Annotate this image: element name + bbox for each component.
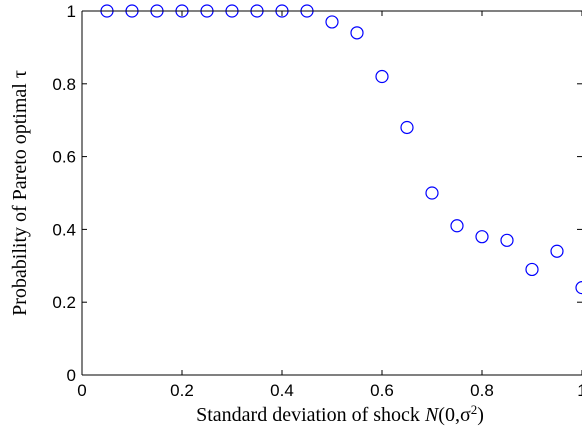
y-tick-label: 0.2: [52, 293, 76, 312]
data-point: [450, 219, 464, 233]
data-point: [550, 244, 564, 258]
x-axis-title-variable: N: [424, 404, 440, 426]
x-tick-label: 0.4: [270, 381, 294, 400]
data-point: [475, 230, 489, 244]
data-point: [425, 186, 439, 200]
data-point: [350, 26, 364, 40]
y-axis-title: Probability of Pareto optimal τ: [9, 70, 31, 316]
data-point: [525, 262, 539, 277]
y-axis-ticks: 0 0.2 0.4 0.6 0.8 1: [52, 2, 582, 385]
data-point: [375, 69, 389, 84]
x-tick-label: 0.8: [470, 381, 494, 400]
y-tick-label: 0: [67, 366, 76, 385]
plot-area: 0 0.2 0.4 0.6 0.8 1 0 0.2 0.4 0.6 0.8 1: [52, 2, 582, 400]
y-tick-label: 0.4: [52, 220, 76, 239]
y-axis-title-symbol: τ: [9, 70, 31, 78]
x-axis-title: Standard deviation of shock N(0,σ2): [196, 402, 484, 427]
x-axis-title-text: Standard deviation of shock: [196, 404, 425, 426]
x-tick-label: 0.6: [370, 381, 394, 400]
data-point: [325, 15, 339, 29]
y-axis-title-text: Probability of Pareto optimal: [9, 78, 31, 316]
x-axis-title-superscript: 2: [471, 402, 478, 417]
data-point: [400, 120, 414, 135]
y-tick-label: 1: [67, 2, 76, 21]
y-tick-label: 0.8: [52, 75, 76, 94]
axes: [81, 10, 582, 376]
x-tick-label: 0: [77, 381, 86, 400]
x-axis-ticks: 0 0.2 0.4 0.6 0.8 1: [77, 11, 582, 400]
x-tick-label: 1: [577, 381, 582, 400]
data-point: [500, 233, 514, 247]
data-point: [575, 281, 582, 295]
x-axis-title-args: (0,σ: [438, 404, 471, 426]
x-tick-label: 0.2: [170, 381, 194, 400]
y-tick-label: 0.6: [52, 148, 76, 167]
x-axis-title-close: ): [477, 404, 484, 426]
